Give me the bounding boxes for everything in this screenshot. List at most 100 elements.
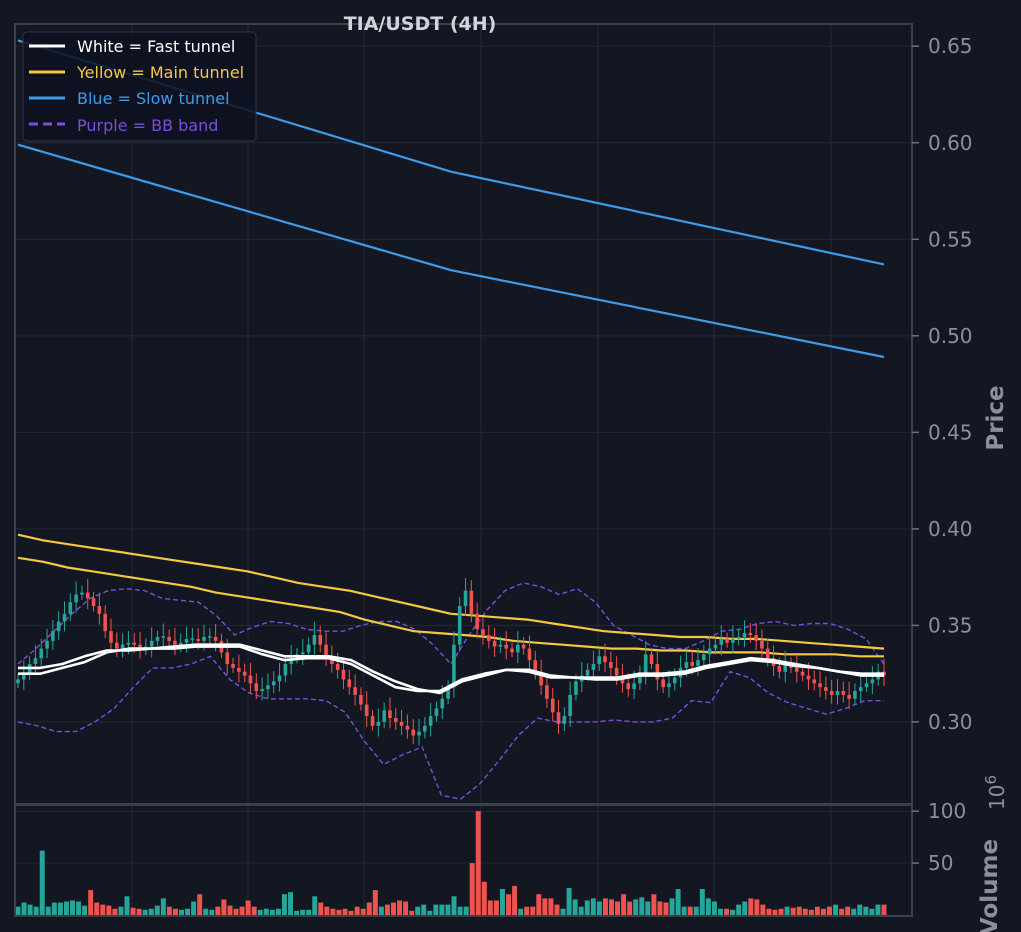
candle <box>829 679 834 704</box>
price-grid <box>16 25 911 803</box>
candle <box>318 625 323 652</box>
chart-title: TIA/USDT (4H) <box>344 13 497 35</box>
volume-bar <box>21 902 27 915</box>
candle <box>300 638 305 666</box>
volume-bar <box>711 901 717 915</box>
volume-bar <box>88 890 94 915</box>
candle-body <box>248 675 253 684</box>
volume-bar <box>203 908 209 915</box>
candle-body <box>504 644 509 649</box>
candle <box>754 623 758 651</box>
candle-body <box>760 640 764 649</box>
candle-body <box>271 681 276 686</box>
candle <box>475 602 479 639</box>
candle <box>504 631 509 660</box>
candle <box>870 666 875 695</box>
volume-bar <box>639 897 645 915</box>
volume-bar <box>524 906 530 915</box>
candle-body <box>498 644 503 647</box>
candle <box>91 591 96 612</box>
candle <box>457 597 462 652</box>
candle-body <box>405 725 410 730</box>
volume-bar <box>699 889 705 915</box>
candle-body <box>22 673 26 680</box>
candle <box>603 643 607 673</box>
volume-bar <box>251 906 257 915</box>
candle <box>835 679 840 705</box>
price-tick-label: 0.45 <box>928 420 973 444</box>
candle-body <box>260 689 264 692</box>
candle <box>562 707 567 732</box>
candle-body <box>452 644 456 688</box>
candlesticks <box>16 578 886 746</box>
candle-body <box>440 698 445 709</box>
candle-body <box>213 636 218 641</box>
volume-bar <box>615 901 621 915</box>
candle-body <box>155 636 160 641</box>
volume-bar <box>784 906 790 915</box>
volume-bar <box>118 906 124 915</box>
candle-body <box>190 638 195 640</box>
candle-body <box>80 592 84 595</box>
candle <box>853 683 857 705</box>
candle <box>22 660 26 691</box>
candle-body <box>161 636 166 638</box>
volume-bar <box>687 906 693 915</box>
candle <box>428 702 433 737</box>
price-tick-label: 0.60 <box>928 131 973 155</box>
candle <box>16 673 20 688</box>
volume-bar <box>772 909 778 915</box>
volume-bar <box>827 906 832 915</box>
candle <box>609 651 613 677</box>
candle-body <box>754 635 758 641</box>
candle-body <box>242 671 247 676</box>
candle-body <box>818 683 822 688</box>
volume-bar <box>602 898 608 915</box>
candle-body <box>824 687 828 692</box>
volume-bar <box>160 898 166 915</box>
volume-bar <box>445 904 451 915</box>
candle-body <box>446 687 450 699</box>
volume-bar <box>300 909 306 915</box>
candle <box>847 681 851 710</box>
candle-body <box>731 638 735 643</box>
candle-body <box>33 658 38 665</box>
candle-body <box>463 590 468 607</box>
volume-bars <box>15 811 887 915</box>
candle <box>643 640 648 685</box>
candle-body <box>486 635 491 641</box>
volume-bar <box>869 908 875 915</box>
volume-bar <box>657 901 663 915</box>
candle-body <box>91 598 96 607</box>
candle-body <box>184 638 189 643</box>
candle <box>97 592 102 625</box>
candle-body <box>393 718 398 722</box>
candle-body <box>742 633 747 637</box>
candle <box>812 670 817 691</box>
candle <box>248 662 253 694</box>
volume-bar <box>263 908 269 915</box>
volume-bar <box>124 896 130 915</box>
candle-body <box>562 716 567 724</box>
candle-body <box>132 642 137 645</box>
candle-body <box>126 642 131 645</box>
candle <box>115 632 119 657</box>
fast-tunnel-line <box>18 643 884 695</box>
candle-body <box>178 642 183 645</box>
candle <box>492 627 497 657</box>
volume-bar <box>336 909 342 915</box>
volume-axis-title: Volume <box>977 839 1003 932</box>
candle <box>277 662 282 692</box>
volume-bar <box>348 910 354 915</box>
candle-body <box>103 613 107 632</box>
candle-body <box>748 633 753 636</box>
candle <box>39 638 44 666</box>
candle-body <box>556 712 561 724</box>
candle-body <box>68 602 73 614</box>
volume-bar <box>693 906 699 915</box>
volume-bar <box>778 908 784 915</box>
candle <box>109 618 113 653</box>
candle-body <box>713 644 718 649</box>
candle-body <box>289 658 293 665</box>
candle-body <box>51 631 55 641</box>
